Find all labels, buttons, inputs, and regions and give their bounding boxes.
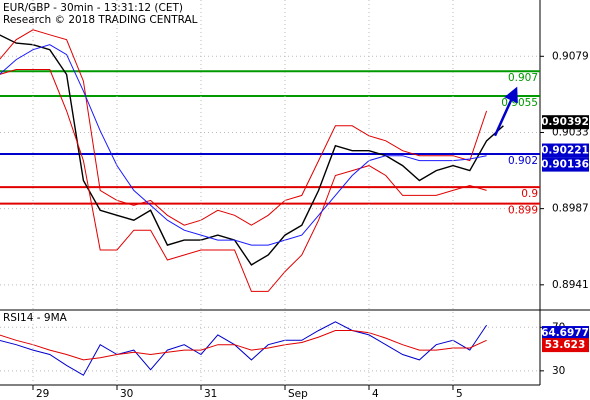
arrow xyxy=(493,86,518,137)
rsi-title: RSI14 - 9MA xyxy=(3,312,68,324)
price-marker-label: 64.6977 xyxy=(541,327,589,339)
series-line xyxy=(0,29,488,226)
x-tick-label: 5 xyxy=(456,388,463,400)
price-marker-label: 0.90136 xyxy=(541,159,589,171)
y-tick-label: 0.9079 xyxy=(552,50,589,62)
level-label: 0.907 xyxy=(508,72,538,84)
y-tick-label: 0.8941 xyxy=(552,279,589,291)
series-line xyxy=(0,44,487,246)
price-marker-label: 53.623 xyxy=(545,339,586,351)
y-tick-label: 0.9033 xyxy=(552,126,589,138)
price-marker xyxy=(542,338,589,353)
series-line xyxy=(0,69,487,292)
x-tick-label: 30 xyxy=(120,388,133,400)
series-line xyxy=(0,34,504,266)
x-tick-label: 29 xyxy=(36,388,49,400)
x-tick-label: 4 xyxy=(372,388,379,400)
chart-title: EUR/GBP - 30min - 13:31:12 (CET) xyxy=(3,2,183,14)
price-marker-label: 0.90221 xyxy=(541,145,589,157)
level-label: 0.899 xyxy=(508,205,538,217)
x-tick-label: Sep xyxy=(288,388,308,400)
level-label: 0.902 xyxy=(508,155,538,167)
price-marker-label: 0.90392 xyxy=(541,116,589,128)
x-tick-label: 31 xyxy=(204,388,217,400)
price-marker xyxy=(542,115,589,130)
price-marker xyxy=(542,143,589,158)
price-marker xyxy=(542,326,589,341)
chart-subtitle: Research © 2018 TRADING CENTRAL xyxy=(3,14,198,26)
level-label: 0.9 xyxy=(521,188,538,200)
series-line xyxy=(0,330,487,361)
series-line xyxy=(0,321,488,376)
y-tick-label: 0.8987 xyxy=(552,203,589,215)
price-marker xyxy=(542,157,589,172)
y-tick-label: 30 xyxy=(552,365,565,377)
